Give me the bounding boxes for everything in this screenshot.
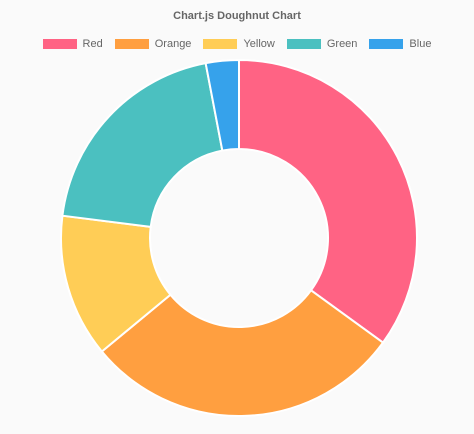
doughnut-slice-orange[interactable] <box>100 288 385 417</box>
legend-swatch-green <box>286 39 321 49</box>
legend-label-green: Green <box>326 38 358 50</box>
legend-swatch-yellow <box>203 39 238 49</box>
legend-item-green[interactable]: Green <box>286 38 358 50</box>
legend-label-orange: Orange <box>154 38 192 50</box>
legend-item-blue[interactable]: Blue <box>369 38 431 50</box>
doughnut-slice-red[interactable] <box>238 58 418 345</box>
doughnut-slice-blue[interactable] <box>204 58 240 152</box>
legend-label-blue: Blue <box>409 38 432 50</box>
legend-label-yellow: Yellow <box>243 38 275 50</box>
chart-title: Chart.js Doughnut Chart <box>173 10 301 22</box>
chart-legend: Red Orange Yellow Green Blue <box>0 38 474 50</box>
doughnut-slice-green[interactable] <box>61 61 224 228</box>
legend-swatch-blue <box>369 39 404 49</box>
legend-item-orange[interactable]: Orange <box>114 38 192 50</box>
legend-swatch-orange <box>114 39 149 49</box>
legend-swatch-red <box>42 39 77 49</box>
legend-label-red: Red <box>82 38 103 50</box>
legend-item-red[interactable]: Red <box>42 38 103 50</box>
legend-item-yellow[interactable]: Yellow <box>203 38 275 50</box>
